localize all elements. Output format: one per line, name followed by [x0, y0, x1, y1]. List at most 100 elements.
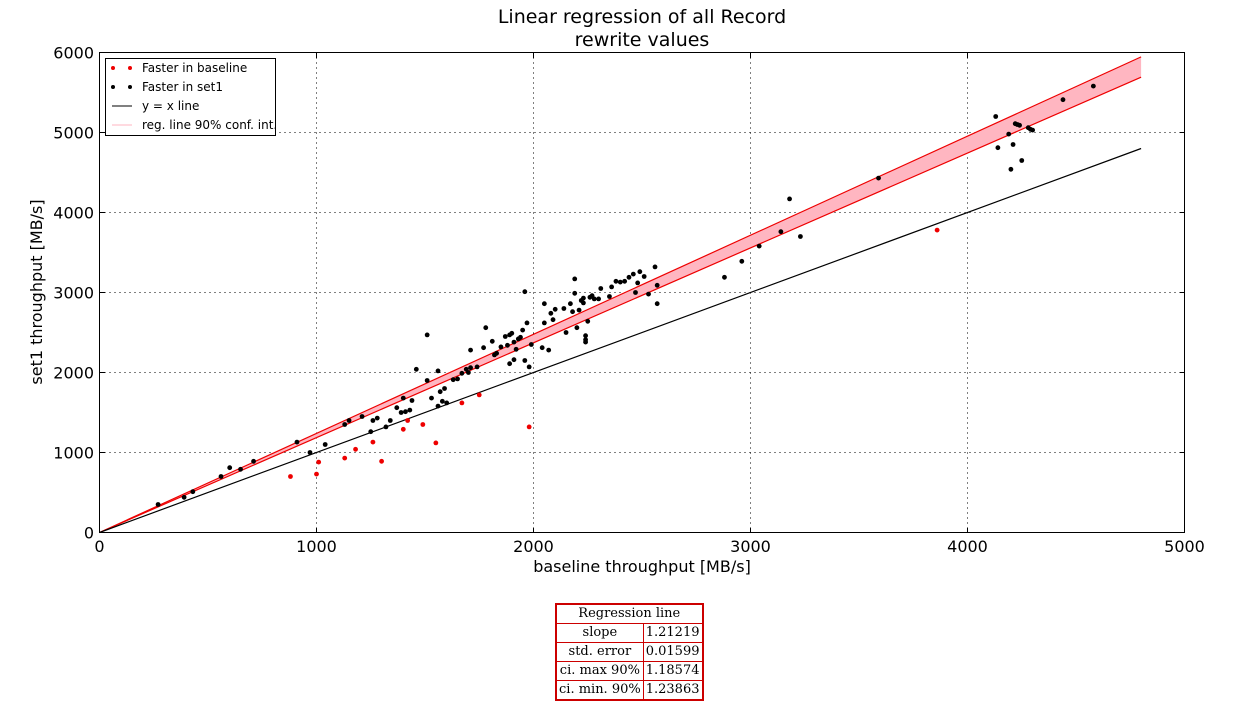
- data-point: [407, 407, 413, 413]
- data-point: [468, 347, 473, 353]
- data-point: [635, 280, 641, 286]
- identity-line-segment: [99, 147, 1142, 534]
- data-point: [876, 175, 881, 181]
- regression-table-row: std. error 0.01599: [555, 642, 704, 662]
- data-point: [613, 278, 619, 284]
- regression-table-row: slope 1.21219: [555, 623, 704, 643]
- data-point: [474, 364, 480, 370]
- data-point: [459, 400, 465, 406]
- data-point: [1008, 166, 1014, 172]
- data-point: [520, 327, 526, 333]
- data-point: [518, 334, 523, 340]
- data-point: [476, 392, 482, 398]
- data-point: [394, 405, 400, 411]
- data-point: [1006, 131, 1012, 137]
- slope-label: slope: [555, 623, 644, 643]
- data-point: [995, 145, 1001, 151]
- data-point: [314, 471, 319, 477]
- data-point: [322, 442, 328, 447]
- data-point: [539, 345, 545, 351]
- data-point: [450, 377, 456, 383]
- data-point: [622, 278, 628, 284]
- data-point: [374, 415, 380, 421]
- data-point: [437, 389, 443, 395]
- conf-band-upper-line: [99, 56, 1142, 534]
- data-point: [572, 276, 578, 282]
- legend-item-conf-band: reg. line 90% conf. int.: [112, 118, 277, 132]
- y-axis-label: set1 throughput [MB/s]: [27, 199, 46, 384]
- regression-table-title: Regression line: [555, 603, 703, 624]
- data-point: [1030, 127, 1035, 133]
- legend-marker-set1: [111, 85, 115, 89]
- std-error-value: 0.01599: [642, 642, 704, 662]
- identity-line: [99, 147, 1142, 534]
- data-point: [778, 229, 784, 235]
- data-point: [489, 338, 495, 344]
- data-point: [435, 368, 441, 374]
- legend-item-identity: y = x line: [112, 99, 199, 113]
- data-point: [435, 403, 441, 409]
- data-point: [596, 296, 601, 302]
- data-point: [468, 365, 473, 371]
- data-point: [513, 346, 519, 352]
- data-point: [524, 320, 530, 326]
- data-point: [541, 301, 547, 307]
- data-point: [641, 274, 647, 279]
- data-point: [190, 489, 196, 495]
- data-point: [507, 361, 513, 367]
- y-tick-label: 0: [84, 524, 94, 543]
- data-point: [502, 334, 508, 339]
- data-point: [370, 418, 376, 423]
- legend-label-identity: y = x line: [142, 99, 199, 113]
- data-point: [1090, 83, 1096, 89]
- data-point: [552, 306, 558, 312]
- data-point: [607, 294, 612, 299]
- y-axis-ticks: 0 1000 2000 3000 4000 5000 6000: [53, 44, 1185, 543]
- data-point: [1010, 142, 1016, 147]
- data-point: [155, 502, 161, 507]
- data-point: [429, 395, 434, 401]
- y-tick-label: 4000: [53, 204, 94, 223]
- data-point: [609, 284, 615, 290]
- x-tick-label: 1000: [296, 537, 337, 556]
- data-point: [433, 440, 439, 446]
- data-point: [548, 310, 554, 316]
- data-point: [370, 439, 376, 445]
- x-axis-ticks: 0 1000 2000 3000 4000 5000: [94, 52, 1205, 556]
- data-point: [581, 295, 586, 301]
- legend: Faster in baseline Faster in set1 y = x …: [105, 58, 277, 136]
- data-point: [570, 309, 575, 315]
- data-point: [993, 114, 999, 119]
- data-point: [576, 307, 582, 313]
- x-tick-label: 0: [94, 537, 104, 556]
- data-point: [346, 418, 352, 423]
- regression-table-header-row: Regression line: [555, 603, 703, 624]
- data-point: [342, 422, 348, 427]
- data-point: [572, 290, 578, 296]
- data-point: [316, 459, 322, 465]
- series-faster-in-set1: [155, 83, 1096, 507]
- ci-max-label: ci. max 90%: [555, 661, 644, 681]
- data-point: [405, 418, 411, 423]
- slope-value: 1.21219: [642, 623, 704, 643]
- data-point: [567, 301, 573, 307]
- data-point: [583, 339, 588, 345]
- legend-item-baseline: Faster in baseline: [111, 61, 247, 75]
- data-point: [439, 398, 445, 404]
- x-axis-label: baseline throughput [MB/s]: [533, 557, 751, 576]
- data-point: [353, 446, 358, 452]
- confidence-band: [99, 56, 1142, 534]
- legend-marker-baseline: [111, 66, 115, 70]
- regression-table-row: ci. min. 90% 1.23863: [555, 680, 704, 701]
- data-point: [934, 227, 940, 233]
- y-tick-label: 6000: [53, 44, 94, 63]
- data-point: [561, 306, 567, 311]
- x-tick-label: 4000: [947, 537, 988, 556]
- data-point: [550, 317, 556, 323]
- std-error-label: std. error: [555, 642, 644, 662]
- data-point: [581, 300, 586, 306]
- data-point: [522, 289, 528, 295]
- ci-min-label: ci. min. 90%: [555, 680, 644, 701]
- x-tick-label: 2000: [513, 537, 554, 556]
- data-point: [505, 342, 510, 348]
